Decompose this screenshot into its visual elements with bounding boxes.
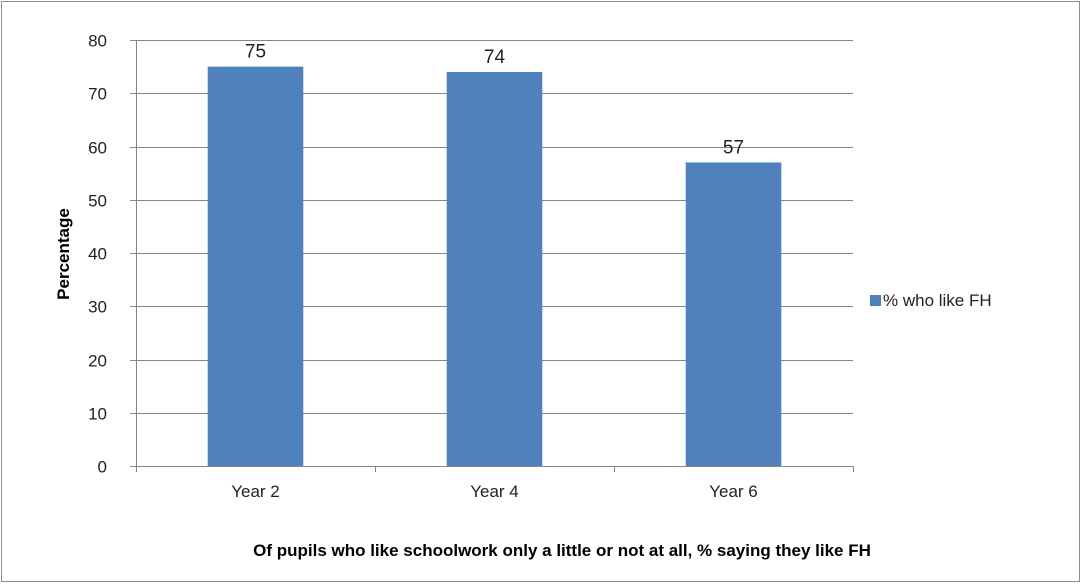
y-tick-label: 60 (88, 139, 107, 158)
axes (130, 40, 854, 472)
y-tick-labels: 0 10 20 30 40 50 60 70 80 (88, 32, 107, 477)
x-tick-labels: Year 2 Year 4 Year 6 (231, 482, 758, 501)
data-label: 74 (484, 47, 506, 68)
y-axis-title: Percentage (54, 208, 73, 300)
bar (446, 71, 543, 466)
y-tick-label: 10 (88, 405, 107, 424)
data-label: 75 (245, 42, 266, 63)
x-axis-title: Of pupils who like schoolwork only a lit… (253, 541, 871, 560)
y-tick-label: 20 (88, 352, 107, 371)
x-tick-label: Year 6 (709, 482, 758, 501)
legend-swatch (870, 295, 881, 306)
y-tick-label: 80 (88, 32, 107, 51)
y-tick-label: 50 (88, 192, 107, 211)
data-label: 57 (723, 137, 744, 158)
y-tick-label: 0 (98, 458, 107, 477)
bars (207, 66, 782, 466)
x-tick-label: Year 4 (470, 482, 519, 501)
legend-label: % who like FH (883, 291, 992, 310)
bar (685, 162, 782, 466)
x-tick-label: Year 2 (231, 482, 280, 501)
y-tick-label: 40 (88, 245, 107, 264)
legend: % who like FH (870, 291, 992, 310)
bar (207, 66, 304, 466)
y-tick-label: 70 (88, 85, 107, 104)
y-tick-label: 30 (88, 298, 107, 317)
data-labels: 75 74 57 (245, 42, 744, 159)
